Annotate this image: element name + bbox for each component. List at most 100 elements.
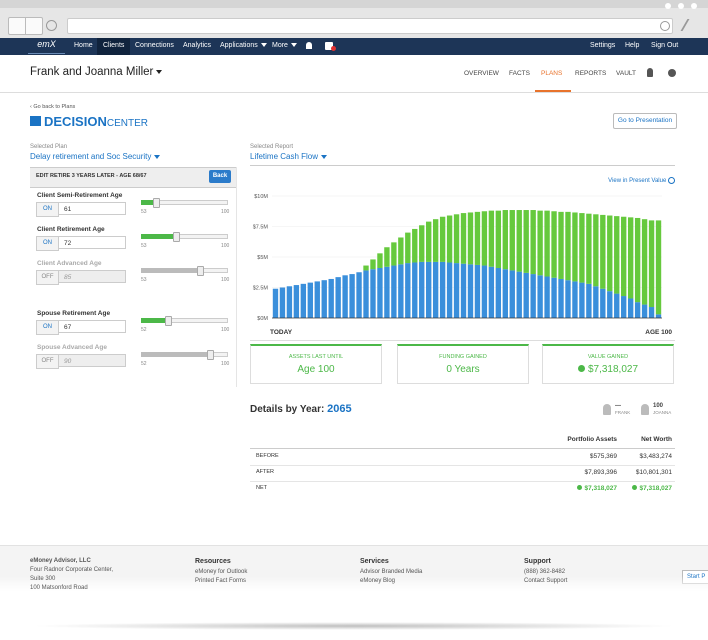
footer-link[interactable]: Contact Support — [524, 578, 568, 584]
plan-name[interactable]: Delay retirement and Soc Security — [30, 152, 152, 161]
bar-segment — [607, 215, 613, 292]
bar-segment — [460, 263, 467, 318]
back-link-text[interactable]: Go back to Plans — [33, 104, 76, 110]
footer-heading: Support — [524, 558, 551, 565]
nav-link[interactable]: Clients — [103, 42, 125, 49]
up-icon — [577, 365, 585, 372]
bar-segment — [307, 282, 313, 318]
bar-segment — [405, 263, 411, 318]
tab[interactable]: REPORTS — [575, 70, 607, 77]
screen-shadow — [30, 622, 678, 630]
cell: $7,318,027 — [632, 485, 672, 492]
age-input[interactable]: 67 — [58, 320, 126, 333]
nav-link[interactable]: Analytics — [183, 42, 212, 49]
globe-icon[interactable] — [668, 69, 676, 77]
slider-handle[interactable] — [165, 316, 173, 326]
client-name-text[interactable]: Frank and Joanna Miller — [30, 66, 154, 78]
bell-icon[interactable] — [306, 42, 312, 49]
reload-button[interactable] — [46, 20, 57, 31]
bar-segment — [398, 264, 404, 318]
card-label: VALUE GAINED — [587, 354, 629, 360]
footer-link[interactable]: Printed Fact Forms — [195, 578, 247, 584]
footer-heading: Services — [360, 558, 389, 565]
bar-segment — [572, 212, 578, 282]
brand-icon — [30, 116, 41, 126]
nav-active — [97, 38, 130, 55]
tab[interactable]: FACTS — [509, 70, 530, 77]
bar-segment — [405, 232, 411, 264]
nav-link[interactable]: Settings — [590, 42, 616, 49]
cell: $575,369 — [590, 453, 617, 460]
nav-link-text[interactable]: Applications — [220, 42, 258, 49]
present-value-text[interactable]: View in Present Value — [608, 178, 667, 185]
back-button[interactable] — [8, 17, 26, 35]
nav-logo[interactable]: emX — [28, 39, 65, 54]
nav-link[interactable]: Help — [625, 42, 640, 49]
nav-link[interactable]: Connections — [135, 42, 174, 49]
window-dot — [665, 3, 671, 9]
bar-segment — [551, 211, 557, 278]
footer-link[interactable]: Advisor Branded Media — [360, 569, 423, 575]
footer-heading: eMoney Advisor, LLC — [30, 558, 91, 564]
age-input[interactable]: 85 — [58, 270, 126, 283]
bar-segment — [460, 213, 467, 264]
slider-max: 100 — [221, 361, 230, 367]
footer-link[interactable]: eMoney Blog — [360, 578, 396, 584]
card-value-text: $7,318,027 — [587, 364, 639, 375]
client-name[interactable]: Frank and Joanna Miller — [30, 66, 163, 78]
slider-handle[interactable] — [152, 198, 160, 208]
slider-label: Client Retirement Age — [37, 226, 105, 233]
address-bar[interactable] — [67, 18, 673, 34]
toggle[interactable]: OFF — [36, 354, 59, 369]
tab[interactable]: OVERVIEW — [464, 70, 499, 77]
nav-link[interactable]: Applications — [220, 42, 267, 49]
panel-divider — [236, 167, 237, 387]
presentation-button[interactable]: Go to Presentation — [613, 113, 677, 129]
toggle[interactable]: ON — [36, 320, 59, 335]
footer-link[interactable]: (888) 362-8482 — [524, 569, 566, 575]
card: ASSETS LAST UNTIL Age 100 — [250, 344, 382, 384]
age-input[interactable]: 90 — [58, 354, 126, 367]
cell-text: $7,318,027 — [639, 485, 672, 492]
bar-segment — [586, 213, 592, 284]
details-year[interactable]: 2065 — [327, 403, 352, 415]
bar-segment — [446, 215, 453, 263]
slider-max: 100 — [221, 209, 230, 215]
plan-select[interactable]: Delay retirement and Soc Security — [30, 152, 161, 161]
cell: $10,801,301 — [636, 469, 672, 476]
details-title-text: Details by Year: — [250, 404, 325, 415]
toggle[interactable]: ON — [36, 202, 59, 217]
window-dot — [678, 3, 684, 9]
nav-link[interactable]: Sign Out — [651, 42, 679, 49]
nav-link[interactable]: Home — [74, 42, 93, 49]
nav-link[interactable]: More — [272, 42, 297, 49]
person-icon[interactable] — [647, 68, 653, 77]
tab[interactable]: PLANS — [541, 70, 563, 77]
bar-segment — [565, 280, 571, 318]
bar-segment — [530, 210, 536, 275]
tasks-icon[interactable] — [325, 42, 333, 50]
report-select[interactable]: Lifetime Cash Flow — [250, 152, 328, 161]
back-link[interactable]: ‹ Go back to Plans — [30, 104, 76, 110]
details-title: Details by Year: 2065 — [250, 403, 352, 415]
age-input[interactable]: 61 — [58, 202, 126, 215]
bar-segment — [439, 216, 446, 262]
row-rule — [250, 481, 675, 482]
cell: $3,483,274 — [639, 453, 672, 460]
person-icon — [603, 404, 611, 415]
tab[interactable]: VAULT — [616, 70, 636, 77]
footer-link[interactable]: eMoney for Outlook — [195, 569, 248, 575]
browser-top — [0, 0, 708, 8]
nav-link-text[interactable]: More — [272, 42, 288, 49]
toggle[interactable]: OFF — [36, 270, 59, 285]
back-button[interactable]: Back — [209, 170, 231, 183]
age-input[interactable]: 72 — [58, 236, 126, 249]
slider-handle[interactable] — [173, 232, 181, 242]
report-name[interactable]: Lifetime Cash Flow — [250, 152, 319, 161]
bar-segment — [474, 211, 481, 265]
bar-segment — [607, 291, 613, 318]
present-value-link[interactable]: View in Present Value — [608, 177, 675, 184]
toggle[interactable]: ON — [36, 236, 59, 251]
forward-button[interactable] — [25, 17, 43, 35]
bar-segment — [558, 211, 564, 279]
